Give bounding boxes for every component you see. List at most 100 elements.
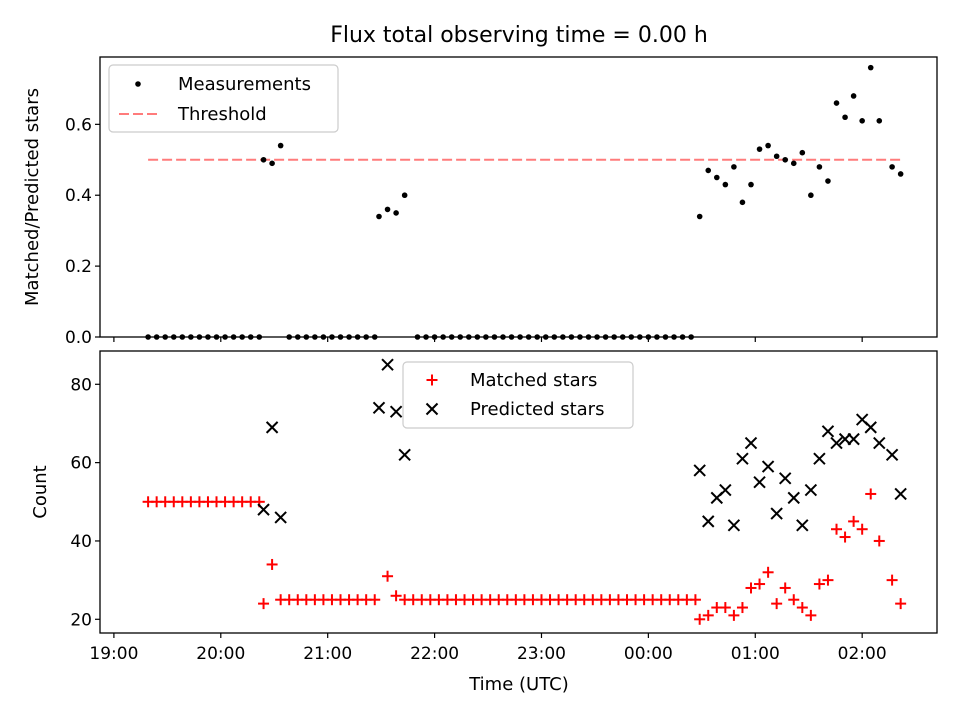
matched-star-point [369,594,381,606]
legend-plus-glyph [426,374,438,386]
measurement-point [376,213,382,220]
predicted-star-point [693,464,706,477]
predicted-star-point [770,507,783,520]
matched-star-point [856,523,868,535]
matched-star-point [689,594,701,606]
predicted-star-point [830,436,843,450]
legend-predicted-label: Predicted stars [470,399,604,420]
measurement-point [859,117,865,124]
bottom-x-ticks: 19:00 20:00 21:00 22:00 23:00 00:00 01:00 02:00 [89,633,887,664]
measurement-point [808,192,814,199]
xtick-label: 22:00 [410,644,459,664]
predicted-star-point [719,483,732,497]
xtick-label: 23:00 [517,644,566,664]
top-ytick-label: 0.0 [65,328,92,348]
matched-star-point [848,515,860,527]
top-legend-box [108,64,339,133]
predicted-star-point [753,476,766,489]
measurement-point [816,164,823,170]
predicted-star-point [372,401,386,414]
top-panel: 0.0 0.2 0.4 0.6 Matched/Predicted stars Mea… [22,56,938,348]
matched-star-point [702,609,714,621]
measurement-point [269,160,275,167]
predicted-star-point [389,405,403,418]
chart-title: Flux total observing time = 0.00 h [330,23,708,48]
matched-star-point [865,488,877,500]
measurement-point [889,164,895,170]
measurement-point [867,64,874,71]
top-y-ticks: 0.0 0.2 0.4 0.6 [65,115,100,348]
predicted-star-point [894,487,907,501]
top-y-axis-label: Matched/Predicted stars [22,88,43,306]
measurement-point [897,171,904,177]
measurement-point [739,199,746,206]
matched-star-point [745,582,757,594]
matched-star-point [805,609,817,621]
predicted-star-point [864,421,877,434]
matched-star-point [754,578,766,590]
predicted-star-point [873,436,886,450]
matched-star-point [771,598,783,610]
matched-star-point [813,578,825,590]
xtick-label: 00:00 [624,644,673,664]
predicted-star-point [257,503,270,516]
predicted-star-point [702,515,715,528]
matched-star-point [822,574,834,586]
xtick-label: 19:00 [89,644,138,664]
matched-star-point [694,613,706,625]
matched-star-point [895,598,907,610]
measurement-point [773,153,780,160]
predicted-star-point [398,448,411,461]
measurement-point [731,164,737,170]
measurement-point [765,142,771,149]
legend-matched-label: Matched stars [470,370,597,391]
legend-x-glyph [425,402,439,416]
predicted-star-point [847,432,860,446]
matched-star-point [736,602,748,614]
measurement-point [790,160,797,167]
matched-star-point [258,598,270,610]
matched-star-point [390,590,402,602]
matched-star-point [762,566,774,578]
bottom-plot-area [142,358,907,625]
matched-star-point [873,535,885,547]
matched-star-point [719,602,731,614]
measurement-point [799,149,806,156]
predicted-star-point [813,452,826,465]
top-plot-area [145,64,904,340]
measurement-point [833,100,840,106]
bottom-ytick-label: 80 [70,375,92,395]
matched-star-point [728,609,740,621]
top-ytick-label: 0.2 [65,257,92,277]
measurement-point [277,142,284,149]
bottom-ytick-label: 40 [70,532,92,552]
top-legend: Measurements Threshold [108,64,339,133]
predicted-star-point [274,511,287,524]
matched-star-point [796,602,808,614]
matched-star-point [382,570,394,582]
predicted-star-point [821,425,835,438]
bottom-panel: 20 40 60 80 19:00 20:00 21:00 22:00 23:00 00:00 0… [30,350,938,695]
xtick-label: 20:00 [196,644,245,664]
measurement-point [756,146,763,152]
measurement-point [876,117,883,124]
measurement-point [696,213,703,220]
top-x-ticks [113,337,863,342]
matched-star-point [831,523,843,535]
xtick-label: 21:00 [303,644,352,664]
matched-star-point [839,531,851,543]
legend-measurements-marker [135,81,141,87]
measurement-point [384,206,391,213]
measurement-point [825,178,831,184]
predicted-star-point [265,421,279,434]
legend-predicted-marker [425,402,439,416]
matched-star-point [886,574,898,586]
predicted-star-point [885,448,899,461]
predicted-star-point [761,460,775,473]
predicted-star-point [796,519,809,532]
bottom-axes-frame [99,350,938,634]
measurement-point [748,181,754,188]
legend-measurements-label: Measurements [178,74,311,95]
xtick-label: 01:00 [731,644,780,664]
